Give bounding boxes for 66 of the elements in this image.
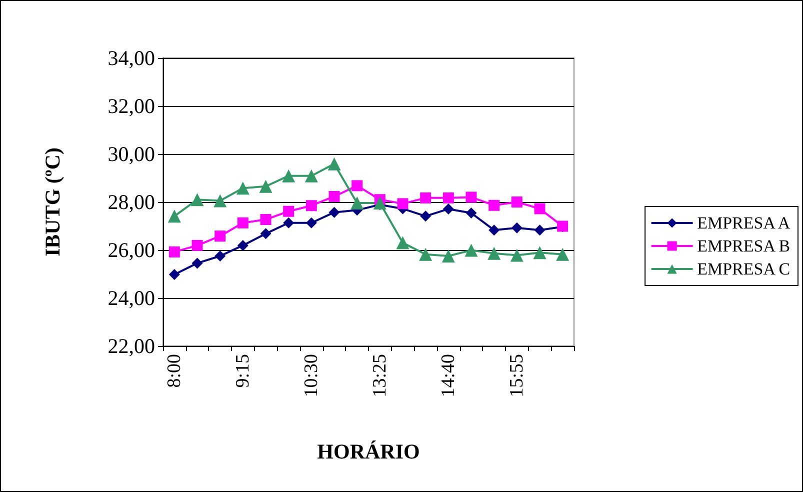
point [190, 193, 204, 206]
point [352, 180, 363, 192]
point [442, 250, 455, 262]
legend-label: EMPRESA C [697, 260, 790, 278]
point [282, 169, 296, 182]
point [466, 192, 477, 203]
point [237, 217, 248, 228]
point [283, 206, 294, 217]
point [534, 203, 546, 214]
x-tick-label: 8:00 [164, 354, 185, 388]
point [510, 248, 524, 262]
point [328, 190, 340, 202]
y-tick-label: 28,00 [108, 190, 155, 214]
point [420, 210, 432, 222]
legend-label: EMPRESA B [697, 236, 790, 256]
point [192, 258, 203, 269]
y-tick-label: 34,00 [108, 46, 155, 70]
point [533, 246, 546, 260]
point [464, 244, 478, 257]
point [306, 217, 317, 228]
point [260, 214, 272, 226]
point [168, 268, 180, 280]
x-tick-label: 9:15 [232, 354, 254, 388]
y-tick-label: 30,00 [108, 142, 155, 166]
point [328, 157, 341, 170]
point [237, 240, 248, 251]
point [304, 169, 318, 182]
point [466, 208, 477, 219]
point [420, 192, 432, 204]
point [488, 224, 500, 236]
point [350, 196, 364, 210]
x-tick-label: 14:40 [438, 354, 459, 398]
x-tick-label: 10:30 [300, 354, 322, 398]
point [192, 240, 203, 251]
point [283, 217, 294, 228]
point [397, 198, 408, 210]
point [396, 236, 410, 250]
point [214, 230, 226, 242]
point [214, 250, 226, 262]
point [260, 228, 272, 240]
point [419, 248, 432, 261]
point [511, 222, 522, 234]
x-tick-label: 15:55 [506, 354, 528, 398]
point [168, 246, 180, 258]
point [442, 203, 454, 214]
point [442, 192, 454, 204]
y-axis-title: IBUTG (ºC) [40, 147, 64, 257]
point [259, 180, 272, 193]
legend-label: EMPRESA A [697, 214, 791, 232]
y-tick-label: 26,00 [108, 238, 155, 262]
point [488, 246, 501, 260]
point [373, 196, 386, 210]
point [511, 196, 522, 208]
x-axis-title: HORÁRIO [317, 440, 420, 464]
y-tick-label: 22,00 [108, 334, 155, 358]
point [556, 248, 570, 261]
point [236, 182, 250, 195]
point [214, 194, 227, 208]
point [328, 206, 340, 218]
y-tick-label: 24,00 [108, 286, 155, 310]
point [534, 224, 546, 236]
point [306, 200, 317, 212]
point [488, 200, 500, 211]
x-tick-label: 13:25 [369, 354, 390, 398]
point [168, 210, 181, 223]
y-tick-label: 32,00 [108, 94, 155, 118]
